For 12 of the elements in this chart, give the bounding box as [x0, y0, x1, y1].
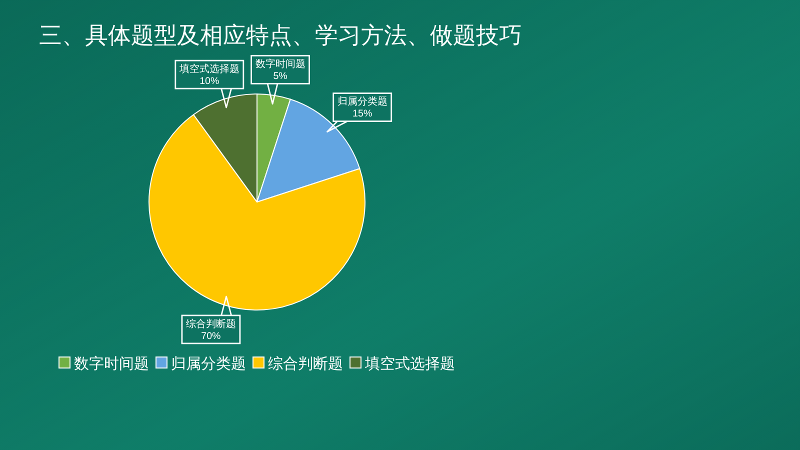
slice-label: 综合判断题 [186, 318, 236, 330]
title: 三、具体题型及相应特点、学习方法、做题技巧 [39, 22, 522, 48]
slice-label: 归属分类题 [337, 96, 388, 108]
legend-label: 综合判断题 [268, 356, 343, 372]
legend-label: 归属分类题 [171, 356, 246, 372]
data-label: 10% [200, 76, 220, 88]
data-label: 5% [273, 71, 288, 82]
data-label: 15% [352, 108, 372, 120]
legend-label: 数字时间题 [74, 356, 149, 372]
slice-label: 填空式选择题 [178, 63, 240, 76]
slice-label: 数字时间题 [255, 58, 306, 70]
data-label: 70% [201, 330, 222, 342]
